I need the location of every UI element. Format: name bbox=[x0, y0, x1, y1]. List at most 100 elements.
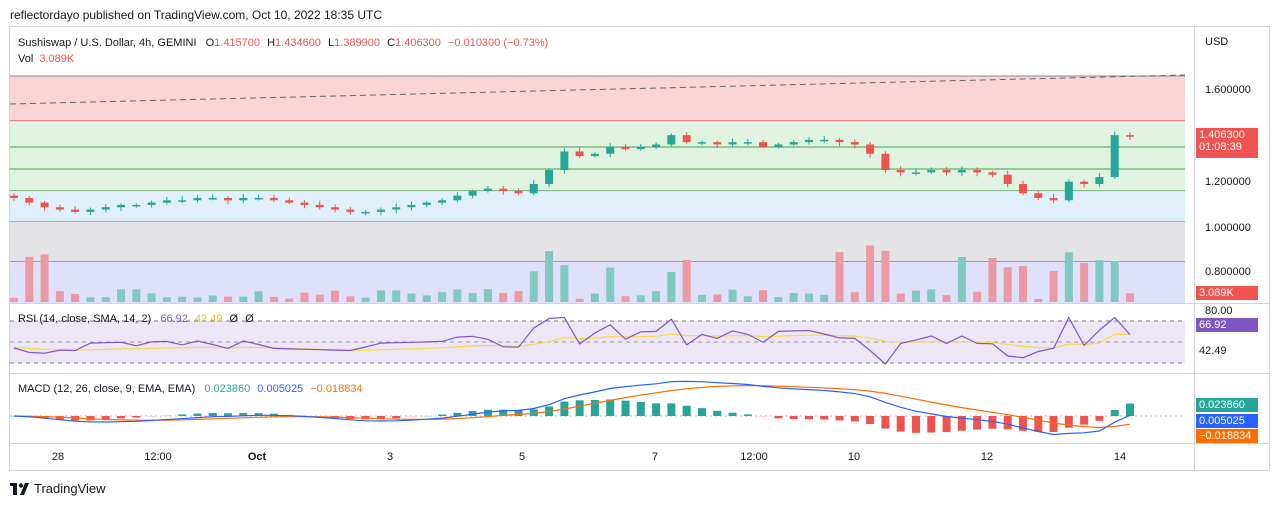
candle-body bbox=[407, 204, 416, 208]
volume-bar bbox=[529, 271, 538, 302]
volume-bar bbox=[743, 296, 752, 302]
candle-body bbox=[606, 146, 615, 154]
macd-histogram-bar bbox=[957, 416, 966, 431]
candle-body bbox=[1095, 177, 1104, 184]
candle-body bbox=[55, 207, 64, 210]
candle-body bbox=[713, 142, 722, 145]
currency-label[interactable]: USD bbox=[1205, 36, 1229, 48]
macd-histogram-bar bbox=[468, 411, 477, 416]
symbol-title[interactable]: Sushiswap / U.S. Dollar, 4h, GEMINI bbox=[18, 37, 197, 49]
volume-bar bbox=[789, 292, 798, 302]
low-label: L bbox=[328, 37, 335, 49]
volume-bar bbox=[575, 298, 584, 302]
macd-histogram-bar bbox=[590, 399, 599, 416]
candle-body bbox=[988, 172, 997, 175]
candle-body bbox=[86, 209, 95, 212]
candle-body bbox=[621, 146, 630, 150]
volume-bar bbox=[636, 295, 645, 302]
volume-bar bbox=[208, 295, 217, 302]
candle-body bbox=[896, 170, 905, 173]
candle-body bbox=[193, 197, 202, 201]
signal-value: −0.018834 bbox=[310, 383, 363, 395]
volume-bar bbox=[652, 291, 661, 302]
time-tick: 12:00 bbox=[740, 451, 768, 463]
volume-bars bbox=[10, 245, 1134, 302]
macd-histogram-bar bbox=[881, 416, 890, 429]
candle-body bbox=[850, 142, 859, 145]
volume-bar bbox=[804, 293, 813, 302]
macd-hist-tag: 0.023860 bbox=[1196, 398, 1258, 412]
volume-bar bbox=[269, 296, 278, 302]
rsi-extra-2: Ø bbox=[245, 313, 254, 325]
volume-bar bbox=[835, 252, 844, 302]
macd-histogram-bar bbox=[193, 413, 202, 416]
volume-label[interactable]: Vol bbox=[18, 53, 34, 65]
volume-bar bbox=[40, 254, 49, 302]
macd-histogram-bar bbox=[835, 416, 844, 421]
volume-bar bbox=[453, 289, 462, 302]
volume-bar bbox=[55, 291, 64, 302]
volume-bar bbox=[1095, 260, 1104, 302]
macd-histogram-bar bbox=[254, 413, 263, 416]
macd-histogram bbox=[10, 399, 1134, 433]
volume-bar bbox=[86, 297, 95, 302]
volume-bar bbox=[1034, 298, 1043, 302]
tradingview-logo[interactable]: TradingView bbox=[10, 481, 106, 496]
macd-histogram-bar bbox=[1080, 416, 1089, 425]
chart-canvas[interactable] bbox=[0, 26, 1280, 471]
countdown-value: 01:08:39 bbox=[1199, 141, 1242, 153]
volume-bar bbox=[254, 291, 263, 302]
macd-histogram-bar bbox=[850, 416, 859, 422]
volume-bar bbox=[881, 250, 890, 302]
volume-tag: 3.089K bbox=[1196, 286, 1258, 300]
candle-body bbox=[71, 209, 80, 212]
change-value: −0.010300 (−0.73%) bbox=[447, 37, 549, 49]
macd-value: 0.005025 bbox=[257, 383, 304, 395]
volume-bar bbox=[850, 292, 859, 302]
candle-body bbox=[1018, 184, 1027, 194]
candle-body bbox=[973, 170, 982, 173]
volume-bar bbox=[147, 293, 156, 302]
volume-bar bbox=[438, 292, 447, 302]
macd-histogram-bar bbox=[682, 405, 691, 416]
macd-histogram-bar bbox=[132, 416, 141, 418]
rsi-legend: RSI (14, close, SMA, 14, 2) 66.92 42.49 … bbox=[18, 313, 254, 325]
volume-bar bbox=[682, 259, 691, 302]
volume-bar bbox=[545, 251, 554, 302]
candle-body bbox=[804, 139, 813, 143]
macd-histogram-bar bbox=[483, 409, 492, 416]
macd-histogram-bar bbox=[422, 415, 431, 417]
volume-bar bbox=[820, 294, 829, 302]
rsi-label[interactable]: RSI (14, close, SMA, 14, 2) bbox=[18, 313, 152, 325]
macd-histogram-bar bbox=[743, 414, 752, 416]
candle-body bbox=[789, 142, 798, 145]
candle-body bbox=[40, 202, 49, 208]
volume-bar bbox=[1049, 270, 1058, 302]
macd-hist-value: 0.023860 bbox=[204, 383, 251, 395]
macd-label[interactable]: MACD (12, 26, close, 9, EMA, EMA) bbox=[18, 383, 196, 395]
close-label: C bbox=[387, 37, 396, 49]
macd-histogram-bar bbox=[438, 414, 447, 416]
volume-bar bbox=[1003, 267, 1012, 302]
macd-histogram-bar bbox=[1018, 416, 1027, 431]
macd-histogram-bar bbox=[1095, 416, 1104, 421]
macd-histogram-bar bbox=[820, 416, 829, 420]
volume-bar bbox=[101, 297, 110, 302]
rsi-ma-value: 42.49 bbox=[194, 313, 223, 325]
volume-bar bbox=[25, 256, 34, 302]
rsi-line bbox=[13, 316, 1131, 365]
volume-bar bbox=[392, 290, 401, 302]
candle-body bbox=[453, 195, 462, 201]
volume-bar bbox=[866, 245, 875, 302]
volume-bar bbox=[346, 296, 355, 302]
low-value: 1.389900 bbox=[334, 37, 381, 49]
macd-histogram-bar bbox=[896, 416, 905, 432]
candle-body bbox=[697, 142, 706, 144]
main-legend: Sushiswap / U.S. Dollar, 4h, GEMINI O1.4… bbox=[18, 37, 548, 49]
volume-bar bbox=[667, 271, 676, 302]
macd-histogram-bar bbox=[162, 415, 171, 417]
volume-bar bbox=[774, 297, 783, 302]
macd-histogram-bar bbox=[728, 412, 737, 416]
volume-bar bbox=[911, 290, 920, 302]
candle-body bbox=[759, 142, 768, 147]
